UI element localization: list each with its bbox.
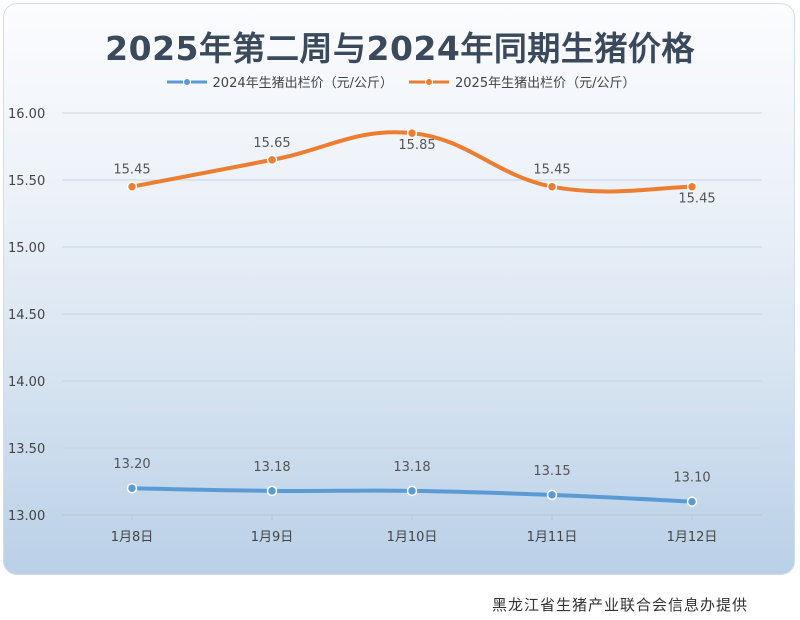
line-chart: 13.00 13.50 14.00 14.50 15.00 15.50 16.00 1月8日 1…	[8, 107, 762, 545]
x-tick-label: 1月11日	[527, 530, 578, 545]
source-note: 黑龙江省生猪产业联合会信息办提供	[491, 596, 748, 614]
chart-legend: 2024年生猪出栏价（元/公斤） 2025年生猪出栏价（元/公斤）	[0, 72, 800, 91]
legend-swatch-2025	[409, 77, 449, 86]
series-0-point	[546, 489, 558, 501]
y-tick-label: 13.50	[8, 442, 45, 457]
series-0-point	[686, 496, 698, 507]
legend-label-2025: 2025年生猪出栏价（元/公斤）	[455, 76, 636, 91]
series-1-point	[266, 154, 278, 166]
x-tick-label: 1月12日	[667, 530, 718, 545]
series-1-data-label: 15.45	[113, 163, 150, 178]
series-1-point	[126, 181, 138, 192]
series-0-data-label: 13.15	[533, 464, 570, 479]
series-1-point	[406, 127, 418, 139]
y-tick-label: 14.00	[8, 375, 45, 390]
chart-panel	[3, 3, 795, 575]
legend-swatch-2024	[166, 77, 207, 86]
legend-item-2024: 2024年生猪出栏价（元/公斤）	[165, 72, 393, 91]
series-0-point	[406, 485, 418, 497]
y-tick-label: 13.00	[8, 509, 45, 524]
series-1-data-label: 15.45	[533, 163, 570, 178]
x-tick-label: 1月8日	[111, 530, 154, 545]
series-1-data-label: 15.85	[398, 138, 435, 153]
series-0-point	[266, 485, 278, 497]
y-tick-label: 16.00	[8, 107, 45, 122]
series-1-data-label: 15.45	[678, 192, 715, 207]
x-tick-label: 1月10日	[387, 530, 438, 545]
x-tick-label: 1月9日	[251, 530, 294, 545]
series-0-data-label: 13.18	[393, 460, 430, 475]
y-tick-label: 15.00	[8, 241, 45, 256]
chart-title: 2025年第二周与2024年同期生猪价格	[105, 29, 695, 68]
y-tick-label: 14.50	[8, 308, 45, 323]
series-0-point	[126, 482, 138, 494]
legend-label-2024: 2024年生猪出栏价（元/公斤）	[212, 76, 393, 91]
series-0-data-label: 13.20	[113, 457, 150, 472]
series-1-data-label: 15.65	[253, 136, 290, 151]
y-tick-label: 15.50	[8, 174, 45, 189]
series-0-data-label: 13.18	[253, 460, 290, 475]
series-1-point	[546, 181, 558, 192]
legend-item-2025: 2025年生猪出栏价（元/公斤）	[407, 72, 635, 91]
series-1-point	[686, 181, 698, 192]
series-0-data-label: 13.10	[673, 471, 710, 486]
